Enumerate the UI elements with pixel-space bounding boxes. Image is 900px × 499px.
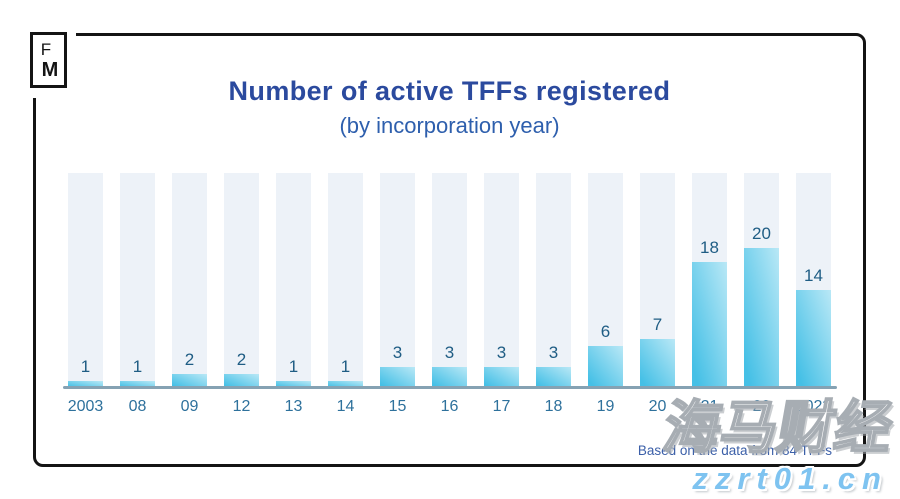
chart-title: Number of active TFFs registered [228,76,671,106]
bar-value-label: 1 [80,357,91,376]
bar-column: 1 14 [328,173,363,416]
bar-track: 3 [484,173,519,388]
x-axis-line [63,386,837,389]
bar-track: 1 [68,173,103,388]
bar-track: 6 [588,173,623,388]
x-axis-label: 17 [492,398,511,415]
x-axis-label: 21 [700,398,719,415]
x-axis-label: 12 [232,398,251,415]
x-axis-label: 2023 [795,398,832,415]
bar-column: 3 15 [380,173,415,416]
bar [536,367,571,388]
watermark-site-url: zzrt01.cn [692,461,888,496]
bar-track: 3 [380,173,415,388]
bar-column: 18 21 [692,173,727,416]
bar-track: 7 [640,173,675,388]
bar [692,262,727,388]
bar-track: 1 [276,173,311,388]
x-axis-label: 2003 [67,398,104,415]
bar-value-label: 3 [496,343,507,362]
logo-letter-f: F [40,39,52,59]
bar-track: 18 [692,173,727,388]
bar-value-label: 3 [392,343,403,362]
x-axis-label: 19 [596,398,615,415]
bar-value-label: 7 [652,315,663,334]
chart-header: Number of active TFFs registered (by inc… [33,76,866,139]
bar-track: 14 [796,173,831,388]
x-axis-label: 08 [128,398,147,415]
chart-subtitle: (by incorporation year) [339,113,560,138]
bar [224,374,259,388]
bar-column: 3 18 [536,173,571,416]
x-axis-label: 18 [544,398,563,415]
bar-value-label: 2 [184,350,195,369]
source-footnote: Based on the data from 84 TFFs [637,443,832,458]
bar [744,248,779,388]
bar-value-label: 1 [288,357,299,376]
bar-value-label: 1 [132,357,143,376]
bar-track: 1 [120,173,155,388]
bar-column: 7 20 [640,173,675,416]
bar [432,367,467,388]
fm-logo: F M [30,32,67,88]
bar [276,381,311,388]
bar-column: 1 13 [276,173,311,416]
bar-value-label: 3 [548,343,559,362]
bar [68,381,103,388]
x-axis-label: 16 [440,398,459,415]
bar-value-label: 1 [340,357,351,376]
bar-value-label: 18 [700,238,719,257]
bar-track: 2 [172,173,207,388]
bar-track: 20 [744,173,779,388]
bar-track: 2 [224,173,259,388]
x-axis-label: 14 [336,398,355,415]
bar-value-label: 14 [804,266,823,285]
bar [588,346,623,388]
bar-value-label: 3 [444,343,455,362]
bar [328,381,363,388]
bar-column: 3 16 [432,173,467,416]
bar-track: 3 [536,173,571,388]
bar-column: 3 17 [484,173,519,416]
bar [796,290,831,388]
bar-value-label: 20 [752,224,771,243]
bar-column: 1 2003 [68,173,103,416]
bar [120,381,155,388]
bar-column: 2 09 [172,173,207,416]
x-axis-label: 22 [752,398,771,415]
chart-columns: 1 2003 1 08 2 09 2 12 1 13 1 14 3 15 3 16 3 17 3 18 6 19 7 20 18… [68,173,831,416]
x-axis-label: 13 [284,398,303,415]
bar [172,374,207,388]
bar-value-label: 6 [600,322,611,341]
x-axis-label: 15 [388,398,407,415]
bar-track: 1 [328,173,363,388]
bar-column: 20 22 [744,173,779,416]
bar [484,367,519,388]
bar-track: 3 [432,173,467,388]
x-axis-label: 09 [180,398,199,415]
bar-value-label: 2 [236,350,247,369]
bar-column: 14 2023 [796,173,831,416]
x-axis-label: 20 [648,398,667,415]
watermark-brand: 海马财经 [657,395,898,461]
bar [640,339,675,388]
bar-column: 1 08 [120,173,155,416]
bar [380,367,415,388]
logo-letter-m: M [41,58,59,81]
bar-column: 6 19 [588,173,623,416]
bar-column: 2 12 [224,173,259,416]
